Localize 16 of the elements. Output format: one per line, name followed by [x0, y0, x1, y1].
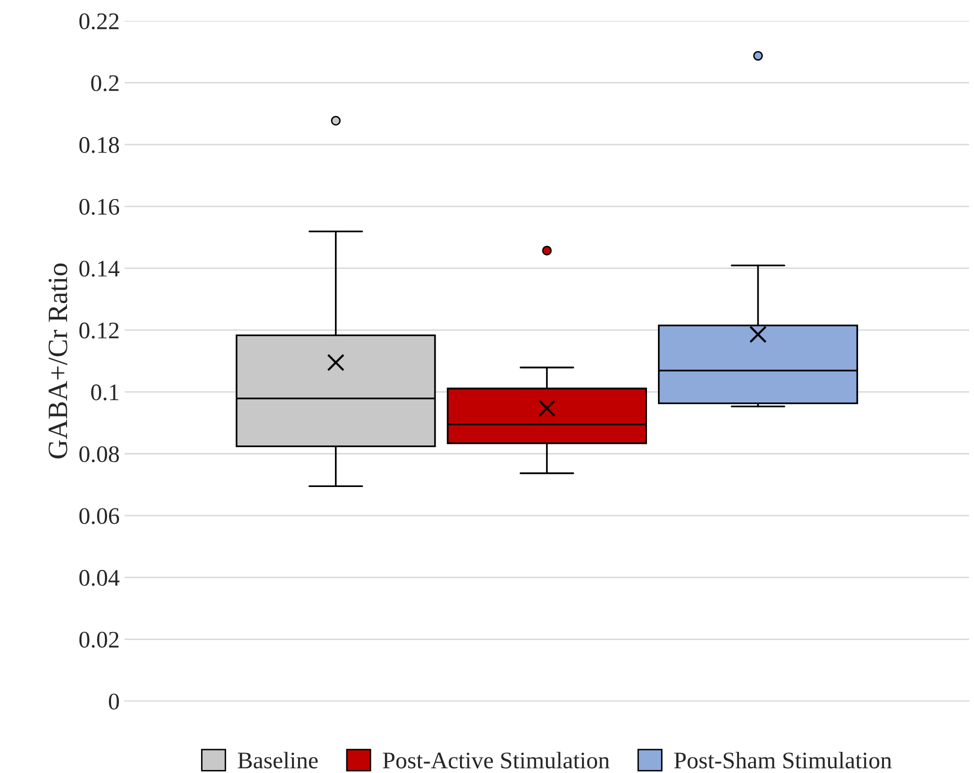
y-tick-label: 0.1 — [91, 384, 118, 400]
y-tick-label: 0.22 — [79, 13, 119, 30]
y-tick-label: 0.06 — [79, 508, 120, 524]
y-tick-label: 0.02 — [79, 632, 119, 648]
y-tick-label: 0.16 — [79, 198, 120, 215]
y-axis-title: GABA+/Cr Ratio — [48, 264, 68, 458]
y-tick-label: 0.08 — [79, 446, 119, 462]
legend-label: Post-Sham Stimulation — [674, 752, 892, 768]
legend-label: Baseline — [238, 752, 318, 768]
y-tick-label: 0.04 — [79, 570, 120, 586]
legend-label: Post-Active Stimulation — [382, 752, 610, 768]
y-tick-label: 0.12 — [79, 322, 119, 339]
y-tick-label: 0.2 — [91, 75, 119, 92]
y-tick-label: 0.14 — [79, 260, 120, 277]
y-tick-label: 0.18 — [79, 137, 119, 154]
y-tick-label: 0 — [108, 694, 119, 710]
